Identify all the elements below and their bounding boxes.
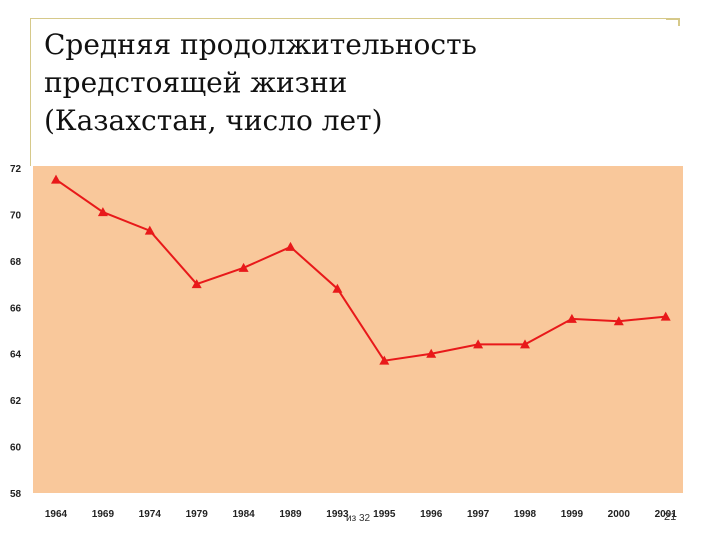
x-tick-label: 1979 — [186, 509, 209, 520]
x-tick-label: 1989 — [279, 509, 302, 520]
y-tick-label: 62 — [10, 396, 22, 407]
x-tick-label: 1993 — [326, 509, 349, 520]
x-tick-label: 1999 — [561, 509, 584, 520]
slide-title-line-1: Средняя продолжительность — [44, 28, 477, 61]
data-point-marker — [238, 262, 249, 272]
series-line — [55, 178, 666, 362]
data-point-marker — [613, 316, 624, 326]
slide-title-line-2: предстоящей жизни — [44, 66, 348, 99]
x-tick-label: 1996 — [420, 509, 443, 520]
x-tick-label: 2000 — [608, 509, 631, 520]
x-tick-label: 1984 — [232, 509, 255, 520]
x-tick-label: 1974 — [139, 509, 162, 520]
page-label: из 32 — [346, 513, 371, 524]
data-point-marker — [426, 348, 437, 358]
x-tick-label: 2001 — [655, 509, 678, 520]
plot-area — [33, 166, 683, 493]
x-tick-label: 1964 — [45, 509, 68, 520]
y-tick-label: 64 — [10, 350, 22, 361]
decorative-vertical-line — [30, 18, 31, 166]
x-tick-label: 1995 — [373, 509, 396, 520]
x-axis: 1964 1969 1974 1979 1984 1989 1993 1995 1996 1997… — [45, 509, 677, 520]
x-tick-label: 1998 — [514, 509, 537, 520]
series-group — [51, 174, 671, 365]
y-tick-label: 72 — [10, 164, 22, 175]
data-point-marker — [144, 225, 155, 235]
data-point-marker — [379, 355, 390, 365]
y-tick-label: 60 — [10, 443, 22, 454]
y-axis: 58 60 62 64 66 68 70 72 — [10, 164, 22, 500]
x-tick-label: 1969 — [92, 509, 115, 520]
data-point-marker — [191, 279, 202, 289]
slide-title: Средняя продолжительность предстоящей жи… — [44, 26, 644, 140]
slide-title-line-3: (Казахстан, число лет) — [44, 104, 383, 137]
data-point-marker — [51, 174, 61, 184]
data-point-marker — [97, 207, 108, 217]
y-tick-label: 66 — [10, 303, 22, 314]
y-tick-label: 58 — [10, 489, 22, 500]
data-point-marker — [285, 241, 296, 251]
slide-number: 21 — [664, 511, 677, 523]
data-point-marker — [566, 313, 577, 323]
y-tick-label: 70 — [10, 210, 22, 221]
decorative-corner-hook — [666, 18, 680, 26]
data-point-marker — [520, 339, 530, 349]
y-tick-label: 68 — [10, 257, 22, 268]
x-tick-label: 1997 — [467, 509, 490, 520]
decorative-horizontal-line — [30, 18, 678, 19]
data-point-marker — [473, 339, 484, 349]
data-point-marker — [332, 283, 343, 293]
data-point-marker — [660, 311, 671, 321]
